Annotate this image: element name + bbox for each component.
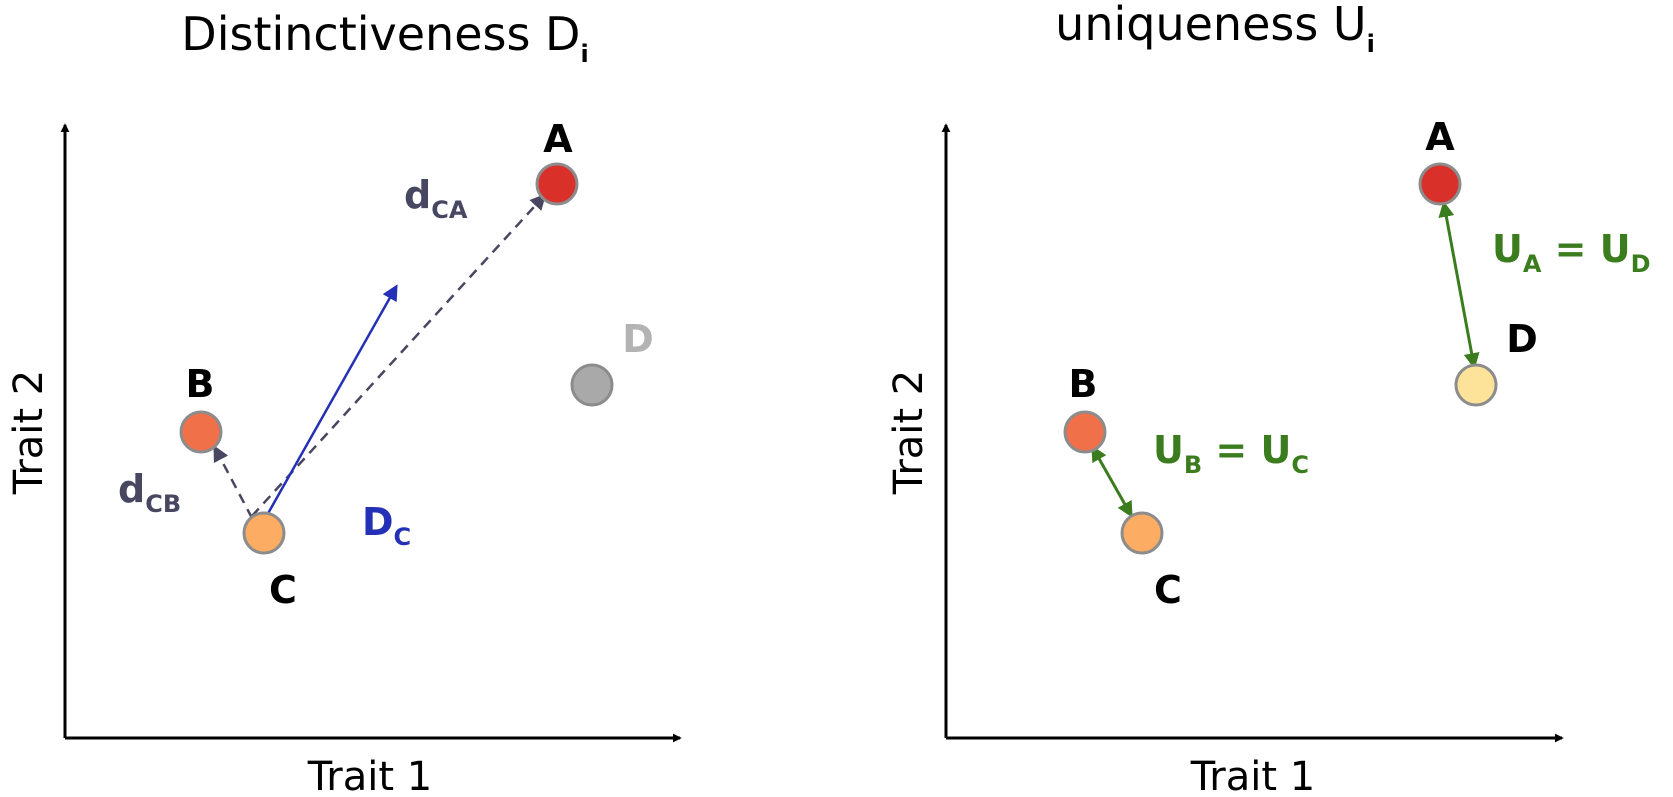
point-d — [1454, 363, 1498, 407]
point-d-label: D — [1506, 317, 1538, 361]
y-axis-label: Trait 2 — [886, 370, 932, 495]
point-a-label: A — [543, 117, 573, 161]
point-a — [535, 162, 579, 206]
right-panel-title: uniqueness Ui — [1055, 0, 1375, 58]
distance-arrow-c-b — [213, 445, 254, 519]
left-panel-title: Distinctiveness Di — [181, 7, 588, 68]
right-panel: uniqueness Ui Trait 1 Trait 2 A B C D UB… — [886, 0, 1651, 797]
point-d — [570, 363, 614, 407]
point-b — [1063, 410, 1107, 454]
point-b-label: B — [1069, 362, 1098, 406]
point-d-label: D — [622, 317, 654, 361]
point-c-label: C — [1154, 568, 1182, 612]
point-c — [1120, 511, 1164, 555]
uniqueness-bc-label: UB = UC — [1153, 428, 1309, 479]
left-panel: Distinctiveness Di Trait 1 Trait 2 A B C… — [6, 7, 682, 797]
uniqueness-arrow-b-c — [1091, 445, 1133, 518]
point-b-label: B — [186, 362, 215, 406]
distance-cb-label: dCB — [118, 467, 181, 518]
point-a-label: A — [1425, 115, 1455, 159]
point-c-label: C — [269, 568, 297, 612]
distance-ca-label: dCA — [404, 173, 468, 224]
point-b — [179, 410, 223, 454]
uniqueness-arrow-a-d — [1438, 200, 1480, 370]
x-axis-label: Trait 1 — [1190, 754, 1315, 797]
point-c — [242, 511, 286, 555]
distinctiveness-arrow-c — [264, 284, 398, 518]
y-axis-label: Trait 2 — [6, 370, 52, 495]
distinctiveness-c-label: DC — [362, 500, 411, 551]
x-axis-label: Trait 1 — [307, 754, 432, 797]
point-a — [1418, 162, 1462, 206]
uniqueness-ad-label: UA = UD — [1492, 227, 1651, 278]
distance-arrow-c-a — [251, 193, 547, 517]
